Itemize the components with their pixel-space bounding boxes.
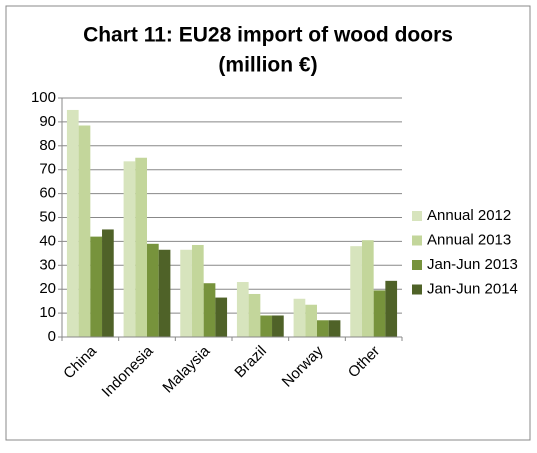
y-tick-label: 50 [39, 208, 56, 225]
legend-swatch [412, 211, 422, 221]
legend-swatch [412, 284, 422, 295]
bar [78, 125, 91, 337]
bar [317, 320, 329, 337]
bar [203, 283, 216, 337]
y-tick-label: 30 [39, 256, 56, 273]
y-tick-label: 60 [39, 185, 56, 202]
y-tick-label: 10 [39, 304, 56, 321]
bar [180, 249, 192, 337]
legend-label: Jan-Jun 2014 [427, 280, 518, 297]
chart-frame [5, 5, 531, 441]
bar [158, 249, 171, 337]
bar [260, 315, 273, 337]
bar [123, 161, 136, 337]
bar [66, 109, 79, 337]
y-tick-label: 90 [39, 113, 56, 130]
y-tick-label: 70 [39, 161, 56, 178]
bar [385, 280, 398, 337]
legend-label: Jan-Jun 2013 [427, 256, 518, 273]
bar [102, 229, 114, 337]
chart-title: Chart 11: EU28 import of wood doors [83, 24, 453, 47]
y-tick-label: 20 [39, 280, 56, 297]
y-tick-label: 80 [39, 137, 56, 154]
bar [373, 290, 386, 337]
bar [90, 236, 103, 337]
bar [135, 157, 147, 337]
bar [215, 297, 228, 337]
legend-label: Annual 2013 [427, 231, 511, 248]
bar [236, 282, 249, 337]
legend-swatch [412, 235, 422, 246]
bar [328, 320, 341, 337]
chart-title: (million €) [218, 54, 317, 77]
y-tick-label: 0 [48, 328, 56, 345]
legend-swatch [412, 260, 422, 270]
bar [248, 293, 261, 337]
bar [147, 243, 159, 337]
legend-label: Annual 2012 [427, 207, 511, 224]
bar [305, 304, 317, 337]
bar [361, 240, 374, 337]
bar [293, 298, 306, 337]
bar [350, 246, 362, 337]
bar [191, 244, 204, 337]
y-tick-label: 100 [31, 89, 56, 106]
bar [272, 315, 284, 337]
y-tick-label: 40 [39, 232, 56, 249]
